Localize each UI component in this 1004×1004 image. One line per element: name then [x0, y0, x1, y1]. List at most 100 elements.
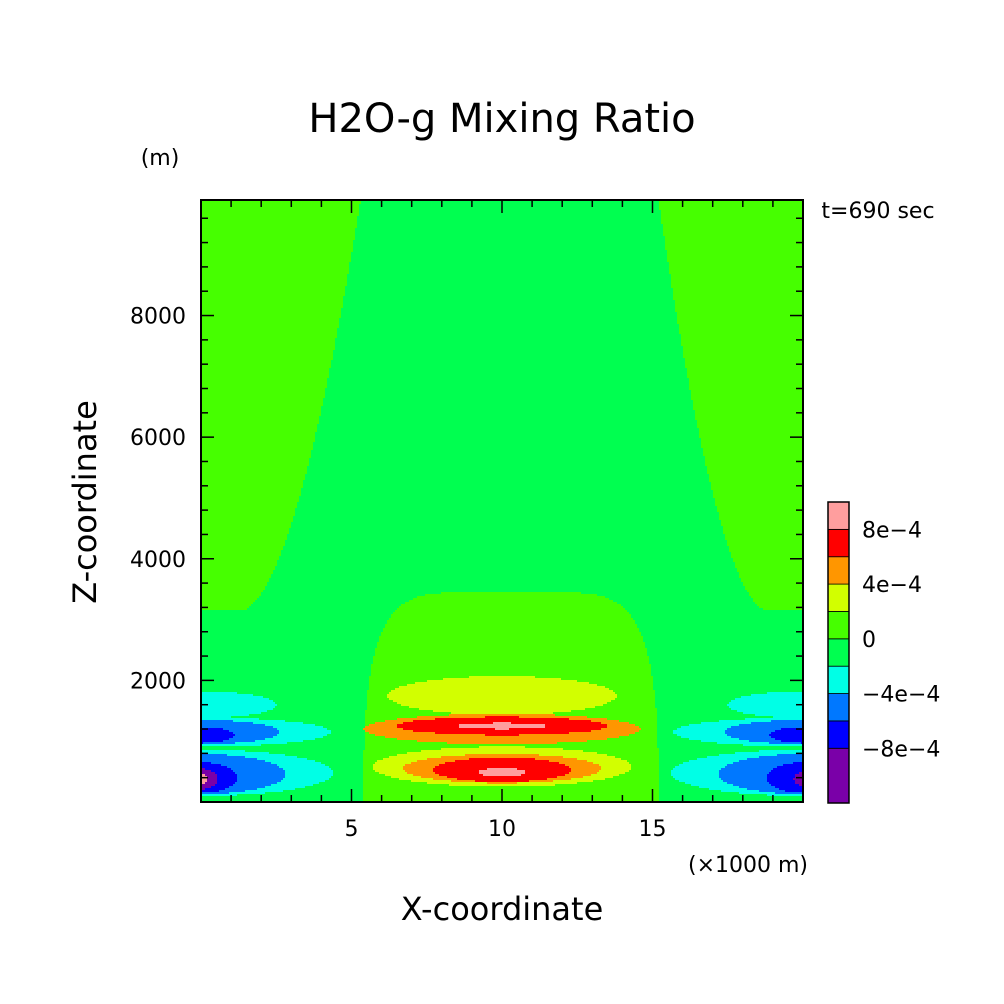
contour-cell	[675, 766, 725, 768]
contour-cell	[261, 744, 365, 746]
contour-cell	[699, 432, 803, 434]
contour-cell	[295, 788, 363, 790]
contour-cell	[201, 646, 377, 648]
contour-cell	[645, 646, 803, 648]
contour-cell	[479, 772, 525, 774]
contour-cell	[237, 780, 281, 782]
contour-cell	[445, 762, 559, 764]
contour-cell	[735, 564, 803, 566]
contour-cell	[669, 272, 803, 274]
contour-cell	[201, 472, 307, 474]
contour-cell	[705, 460, 803, 462]
contour-cell	[337, 336, 681, 338]
contour-field	[201, 200, 803, 802]
contour-cell	[661, 212, 803, 214]
contour-cell	[647, 648, 803, 650]
contour-cell	[205, 768, 231, 770]
contour-cell	[719, 518, 803, 520]
contour-cell	[201, 486, 303, 488]
contour-cell	[705, 458, 803, 460]
contour-cell	[451, 780, 475, 782]
contour-cell	[661, 210, 803, 212]
contour-cell	[313, 784, 363, 786]
contour-cell	[703, 452, 803, 454]
contour-cell	[365, 744, 657, 746]
contour-cell	[665, 246, 803, 248]
contour-cell	[201, 428, 317, 430]
contour-cell	[215, 784, 233, 786]
contour-cell	[685, 782, 727, 784]
contour-cell	[363, 764, 373, 766]
contour-cell	[201, 562, 277, 564]
contour-cell	[675, 306, 803, 308]
contour-cell	[495, 728, 509, 730]
contour-cell	[293, 520, 721, 522]
contour-cell	[393, 612, 629, 614]
contour-cell	[699, 786, 739, 788]
contour-cell	[201, 326, 339, 328]
contour-cell	[449, 784, 555, 786]
contour-cell	[363, 798, 659, 800]
contour-cell	[375, 734, 485, 736]
contour-cell	[201, 348, 335, 350]
contour-cell	[725, 536, 803, 538]
contour-cell	[635, 620, 803, 622]
contour-cell	[285, 544, 727, 546]
contour-cell	[683, 350, 803, 352]
contour-cell	[751, 694, 803, 696]
contour-cell	[353, 250, 667, 252]
contour-cell	[403, 766, 435, 768]
contour-cell	[555, 714, 657, 716]
contour-cell	[231, 716, 365, 718]
contour-cell	[333, 358, 685, 360]
contour-cell	[277, 704, 367, 706]
contour-cell	[201, 462, 309, 464]
contour-cell	[263, 696, 367, 698]
contour-cell	[201, 252, 351, 254]
contour-cell	[773, 768, 803, 770]
contour-cell	[591, 730, 639, 732]
contour-cell	[435, 718, 569, 720]
contour-cell	[739, 760, 803, 762]
contour-cell	[349, 262, 669, 264]
contour-cell	[743, 584, 803, 586]
contour-cell	[711, 486, 803, 488]
contour-cell	[389, 618, 633, 620]
contour-cell	[201, 722, 253, 724]
contour-cell	[609, 598, 753, 600]
contour-cell	[725, 538, 803, 540]
contour-cell	[743, 712, 803, 714]
contour-cell	[675, 302, 803, 304]
contour-cell	[229, 738, 265, 740]
contour-cell	[201, 556, 279, 558]
contour-cell	[679, 328, 803, 330]
contour-cell	[679, 332, 803, 334]
contour-cell	[235, 734, 277, 736]
contour-cell	[651, 664, 803, 666]
contour-cell	[201, 798, 363, 800]
contour-cell	[763, 608, 803, 610]
contour-cell	[201, 294, 345, 296]
contour-cell	[655, 696, 741, 698]
contour-cell	[201, 764, 221, 766]
contour-cell	[593, 762, 629, 764]
contour-cell	[659, 792, 739, 794]
contour-cell	[201, 414, 321, 416]
contour-cell	[485, 734, 519, 736]
contour-cell	[775, 792, 803, 794]
contour-cell	[301, 494, 713, 496]
contour-cell	[443, 678, 561, 680]
contour-cell	[651, 670, 803, 672]
contour-cell	[277, 564, 735, 566]
contour-cell	[685, 362, 803, 364]
contour-cell	[689, 378, 803, 380]
contour-cell	[253, 602, 405, 604]
contour-cell	[201, 342, 335, 344]
contour-cell	[693, 400, 803, 402]
contour-cell	[335, 340, 681, 342]
contour-cell	[569, 766, 601, 768]
contour-cell	[201, 364, 331, 366]
contour-cell	[771, 720, 803, 722]
contour-cell	[587, 760, 627, 762]
contour-cell	[201, 720, 233, 722]
